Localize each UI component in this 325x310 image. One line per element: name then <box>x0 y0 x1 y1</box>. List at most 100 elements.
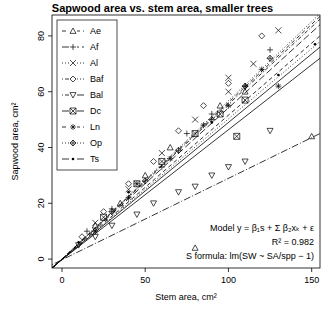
legend-label: Al <box>90 58 98 68</box>
point <box>259 33 265 39</box>
legend-marker-bg <box>69 123 77 131</box>
legend-label: Dc <box>90 106 101 116</box>
fit-line <box>52 15 320 268</box>
point <box>225 103 231 109</box>
y-tick-label: 0 <box>36 257 46 262</box>
legend-marker-bg <box>69 59 77 67</box>
point <box>209 173 215 178</box>
y-tick-label: 80 <box>36 31 46 41</box>
y-tick <box>48 259 52 260</box>
point <box>77 241 80 244</box>
y-tick-label: 40 <box>36 142 46 152</box>
fit-line <box>52 58 320 267</box>
legend-marker <box>70 140 76 146</box>
point <box>167 156 173 162</box>
legend-marker <box>70 93 76 98</box>
point <box>127 191 130 194</box>
y-tick <box>48 203 52 204</box>
legend-marker <box>70 124 76 130</box>
point <box>277 74 280 77</box>
legend-marker-bg <box>69 43 77 51</box>
legend-marker-bg <box>69 91 77 99</box>
x-tick <box>228 268 229 272</box>
legend-line <box>62 159 84 160</box>
x-tick <box>61 268 62 272</box>
point <box>126 195 132 201</box>
legend-label: Baf <box>90 74 104 84</box>
point <box>109 209 115 215</box>
legend-marker <box>70 44 76 50</box>
x-axis-label: Stem area, cm² <box>155 292 217 302</box>
fit-line <box>52 41 320 268</box>
point <box>126 181 132 187</box>
legend-marker <box>70 28 76 33</box>
point <box>225 165 231 170</box>
point <box>134 212 140 217</box>
point <box>217 103 223 108</box>
fit-line <box>52 47 320 268</box>
annotation: S formula: lm(SW ~ SA/spp − 1) <box>186 251 314 261</box>
point <box>109 223 115 228</box>
point <box>134 181 140 187</box>
point <box>101 214 107 220</box>
point <box>159 158 165 164</box>
point <box>176 128 182 134</box>
y-tick-label: 60 <box>36 87 46 97</box>
plot-frame <box>52 15 320 268</box>
point <box>217 111 223 117</box>
legend: AeAfAlBafBalDcLnOpTs <box>57 20 117 170</box>
point <box>275 27 281 33</box>
plot-area <box>52 15 320 268</box>
point <box>242 159 248 164</box>
legend-marker <box>70 108 76 114</box>
legend-label: Bal <box>90 90 103 100</box>
legend-marker-bg <box>69 75 77 83</box>
y-tick <box>48 147 52 148</box>
fit-line <box>52 25 320 268</box>
x-tick-label: 50 <box>140 275 150 285</box>
point <box>151 201 157 206</box>
point <box>167 144 173 149</box>
point <box>211 121 214 124</box>
point <box>259 66 265 72</box>
legend-marker-bg <box>69 155 77 163</box>
y-tick <box>48 35 52 36</box>
point <box>242 83 248 89</box>
point <box>242 83 248 89</box>
point <box>142 172 148 177</box>
point <box>184 131 190 137</box>
point <box>267 128 273 133</box>
y-tick-label: 20 <box>36 198 46 208</box>
point <box>159 150 165 156</box>
title: Sapwood area vs. stem area, smaller tree… <box>52 2 273 14</box>
annotation: R² = 0.982 <box>272 237 314 247</box>
legend-marker <box>72 158 75 161</box>
x-tick <box>311 268 312 272</box>
x-tick-label: 0 <box>59 275 64 285</box>
legend-label: Ts <box>90 154 100 164</box>
point <box>225 89 231 95</box>
y-tick <box>48 91 52 92</box>
legend-label: Af <box>90 42 99 52</box>
point <box>151 158 157 164</box>
point <box>79 234 85 240</box>
point <box>192 131 198 137</box>
legend-box <box>57 20 117 170</box>
x-tick-label: 100 <box>221 275 236 285</box>
point <box>314 43 317 46</box>
point <box>92 228 98 234</box>
chart: Sapwood area vs. stem area, smaller tree… <box>0 0 325 310</box>
fit-line <box>52 16 320 268</box>
point <box>101 209 107 215</box>
point <box>142 178 148 184</box>
legend-label: Ae <box>90 26 101 36</box>
point <box>275 83 281 89</box>
point <box>200 103 206 109</box>
point <box>225 80 231 86</box>
legend-marker <box>70 60 76 66</box>
point <box>92 220 98 226</box>
x-tick-label: 150 <box>304 275 319 285</box>
point <box>267 55 273 61</box>
legend-label: Op <box>90 138 102 148</box>
point <box>250 61 256 67</box>
